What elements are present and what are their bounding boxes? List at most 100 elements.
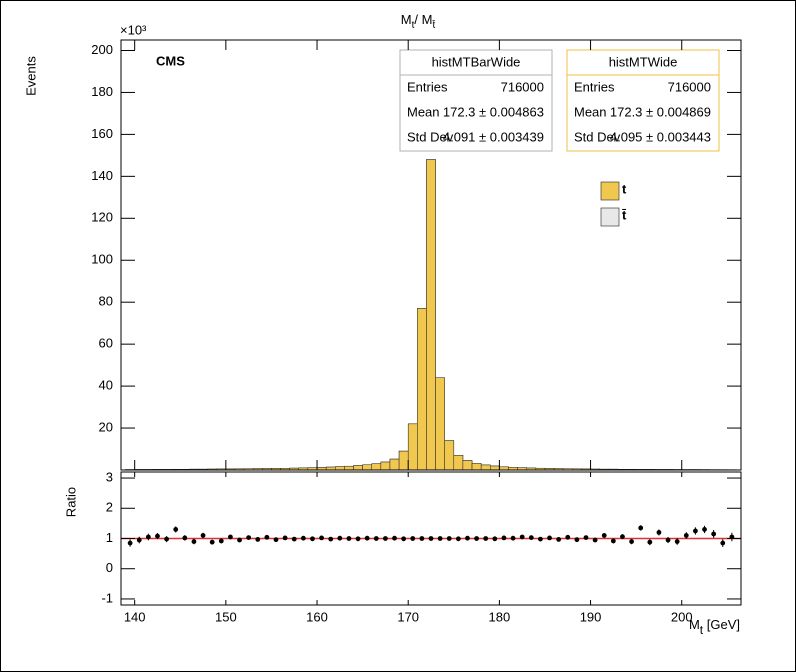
ratio-point — [319, 535, 324, 541]
ratio-point — [601, 533, 607, 538]
ratio-point — [419, 536, 425, 541]
ratio-point — [638, 525, 644, 531]
title-part: / M — [414, 12, 432, 27]
title-sub: t — [412, 20, 415, 31]
ratio-point — [145, 534, 151, 540]
y-tick-label: 80 — [99, 294, 113, 309]
hist-bar — [471, 463, 482, 471]
ratio-point — [182, 535, 188, 541]
hist-bar — [435, 377, 445, 471]
stat-box — [399, 49, 553, 152]
y-tick-label: 160 — [91, 126, 113, 141]
x-tick-label: 180 — [489, 609, 511, 624]
ratio-point — [310, 536, 315, 542]
hist-bar — [389, 458, 400, 471]
ratio-point — [474, 536, 479, 541]
y-tick-label: 200 — [91, 42, 113, 57]
hist-bar — [380, 461, 391, 471]
hist-bar — [335, 466, 345, 471]
ratio-point — [155, 533, 160, 539]
xlabel-sub: t — [700, 623, 704, 637]
ratio-point — [401, 536, 407, 542]
ratio-point — [228, 534, 233, 540]
ratio-point — [483, 536, 489, 541]
ratio-point — [683, 533, 689, 538]
hist-bar — [462, 460, 473, 471]
x-tick-label: 150 — [215, 609, 237, 624]
ratio-point — [191, 539, 197, 544]
ratio-point — [337, 535, 343, 541]
hist-bar — [371, 463, 382, 471]
stat-value: 716000 — [668, 79, 711, 94]
stat-name: Entries — [407, 79, 448, 94]
title-sub: t̄ — [432, 18, 436, 30]
hist-bar — [353, 465, 363, 471]
ratio-point — [455, 536, 461, 542]
x-tick-label: 140 — [124, 609, 146, 624]
ratio-point — [346, 536, 352, 541]
plot-frame — [120, 39, 742, 471]
hist-bar — [426, 159, 436, 471]
stat-value: 172.3 ± 0.004863 — [443, 104, 544, 119]
ratio-point — [592, 537, 598, 543]
hist-bar — [407, 423, 418, 471]
y-tick-label: 60 — [99, 336, 113, 351]
ratio-point — [300, 535, 306, 541]
y-tick-label: 0 — [106, 560, 113, 575]
xlabel-part: [GeV] — [703, 617, 740, 632]
ratio-point — [164, 536, 169, 542]
y-tick-label: 180 — [91, 84, 113, 99]
ratio-point — [556, 537, 562, 542]
ratio-point — [282, 535, 288, 541]
ratio-point — [392, 535, 397, 541]
ratio-point — [528, 535, 534, 540]
x-tick-label: 170 — [397, 609, 419, 624]
y-tick-label: 2 — [106, 500, 113, 515]
chart-title: Mt/ Mt̄ — [401, 12, 436, 30]
ratio-point — [246, 535, 252, 540]
ratio-point — [446, 536, 452, 541]
ratio-point — [218, 538, 224, 544]
legend-swatch — [600, 181, 620, 201]
ratio-point — [136, 537, 142, 543]
x-tick-label: 200 — [671, 609, 693, 624]
axis-multiplier: ×10³ — [120, 22, 147, 37]
stat-name: Mean — [407, 104, 440, 119]
y-tick-label: 140 — [91, 168, 113, 183]
stat-name: Std Dev — [407, 129, 454, 144]
stat-box — [566, 49, 720, 152]
stat-value: 716000 — [501, 79, 544, 94]
ratio-point — [702, 527, 707, 532]
hist-bar — [490, 465, 500, 471]
y-tick-label: 120 — [91, 210, 113, 225]
hist-bar — [344, 465, 354, 471]
ratio-point — [127, 540, 133, 546]
ratio-point — [264, 534, 270, 540]
ratio-point — [647, 539, 653, 545]
ratio-point — [410, 536, 416, 541]
ratio-point — [620, 534, 625, 540]
xlabel-part: M — [689, 617, 700, 632]
legend-label: t — [622, 181, 627, 196]
y-axis-label: Events — [23, 56, 38, 96]
ratio-point — [519, 534, 525, 540]
hist-bar — [362, 464, 372, 471]
y-tick-label: 1 — [106, 530, 113, 545]
stat-name: Entries — [574, 79, 615, 94]
ratio-point — [610, 538, 616, 544]
y-tick-label: -1 — [101, 590, 113, 605]
stat-box-title: histMTBarWide — [432, 54, 521, 69]
ratio-point — [465, 535, 470, 541]
legend-swatch — [600, 207, 620, 227]
ratio-point — [693, 528, 698, 534]
plot-frame — [120, 471, 742, 606]
ratio-point — [328, 536, 334, 542]
ratio-point — [501, 535, 507, 541]
x-tick-label: 160 — [306, 609, 328, 624]
stat-name: Mean — [574, 104, 607, 119]
ratio-point — [492, 536, 498, 542]
ratio-point — [711, 531, 717, 537]
stat-value: 4.091 ± 0.003439 — [443, 129, 544, 144]
hist-bar — [417, 308, 427, 471]
ratio-point — [355, 536, 361, 542]
